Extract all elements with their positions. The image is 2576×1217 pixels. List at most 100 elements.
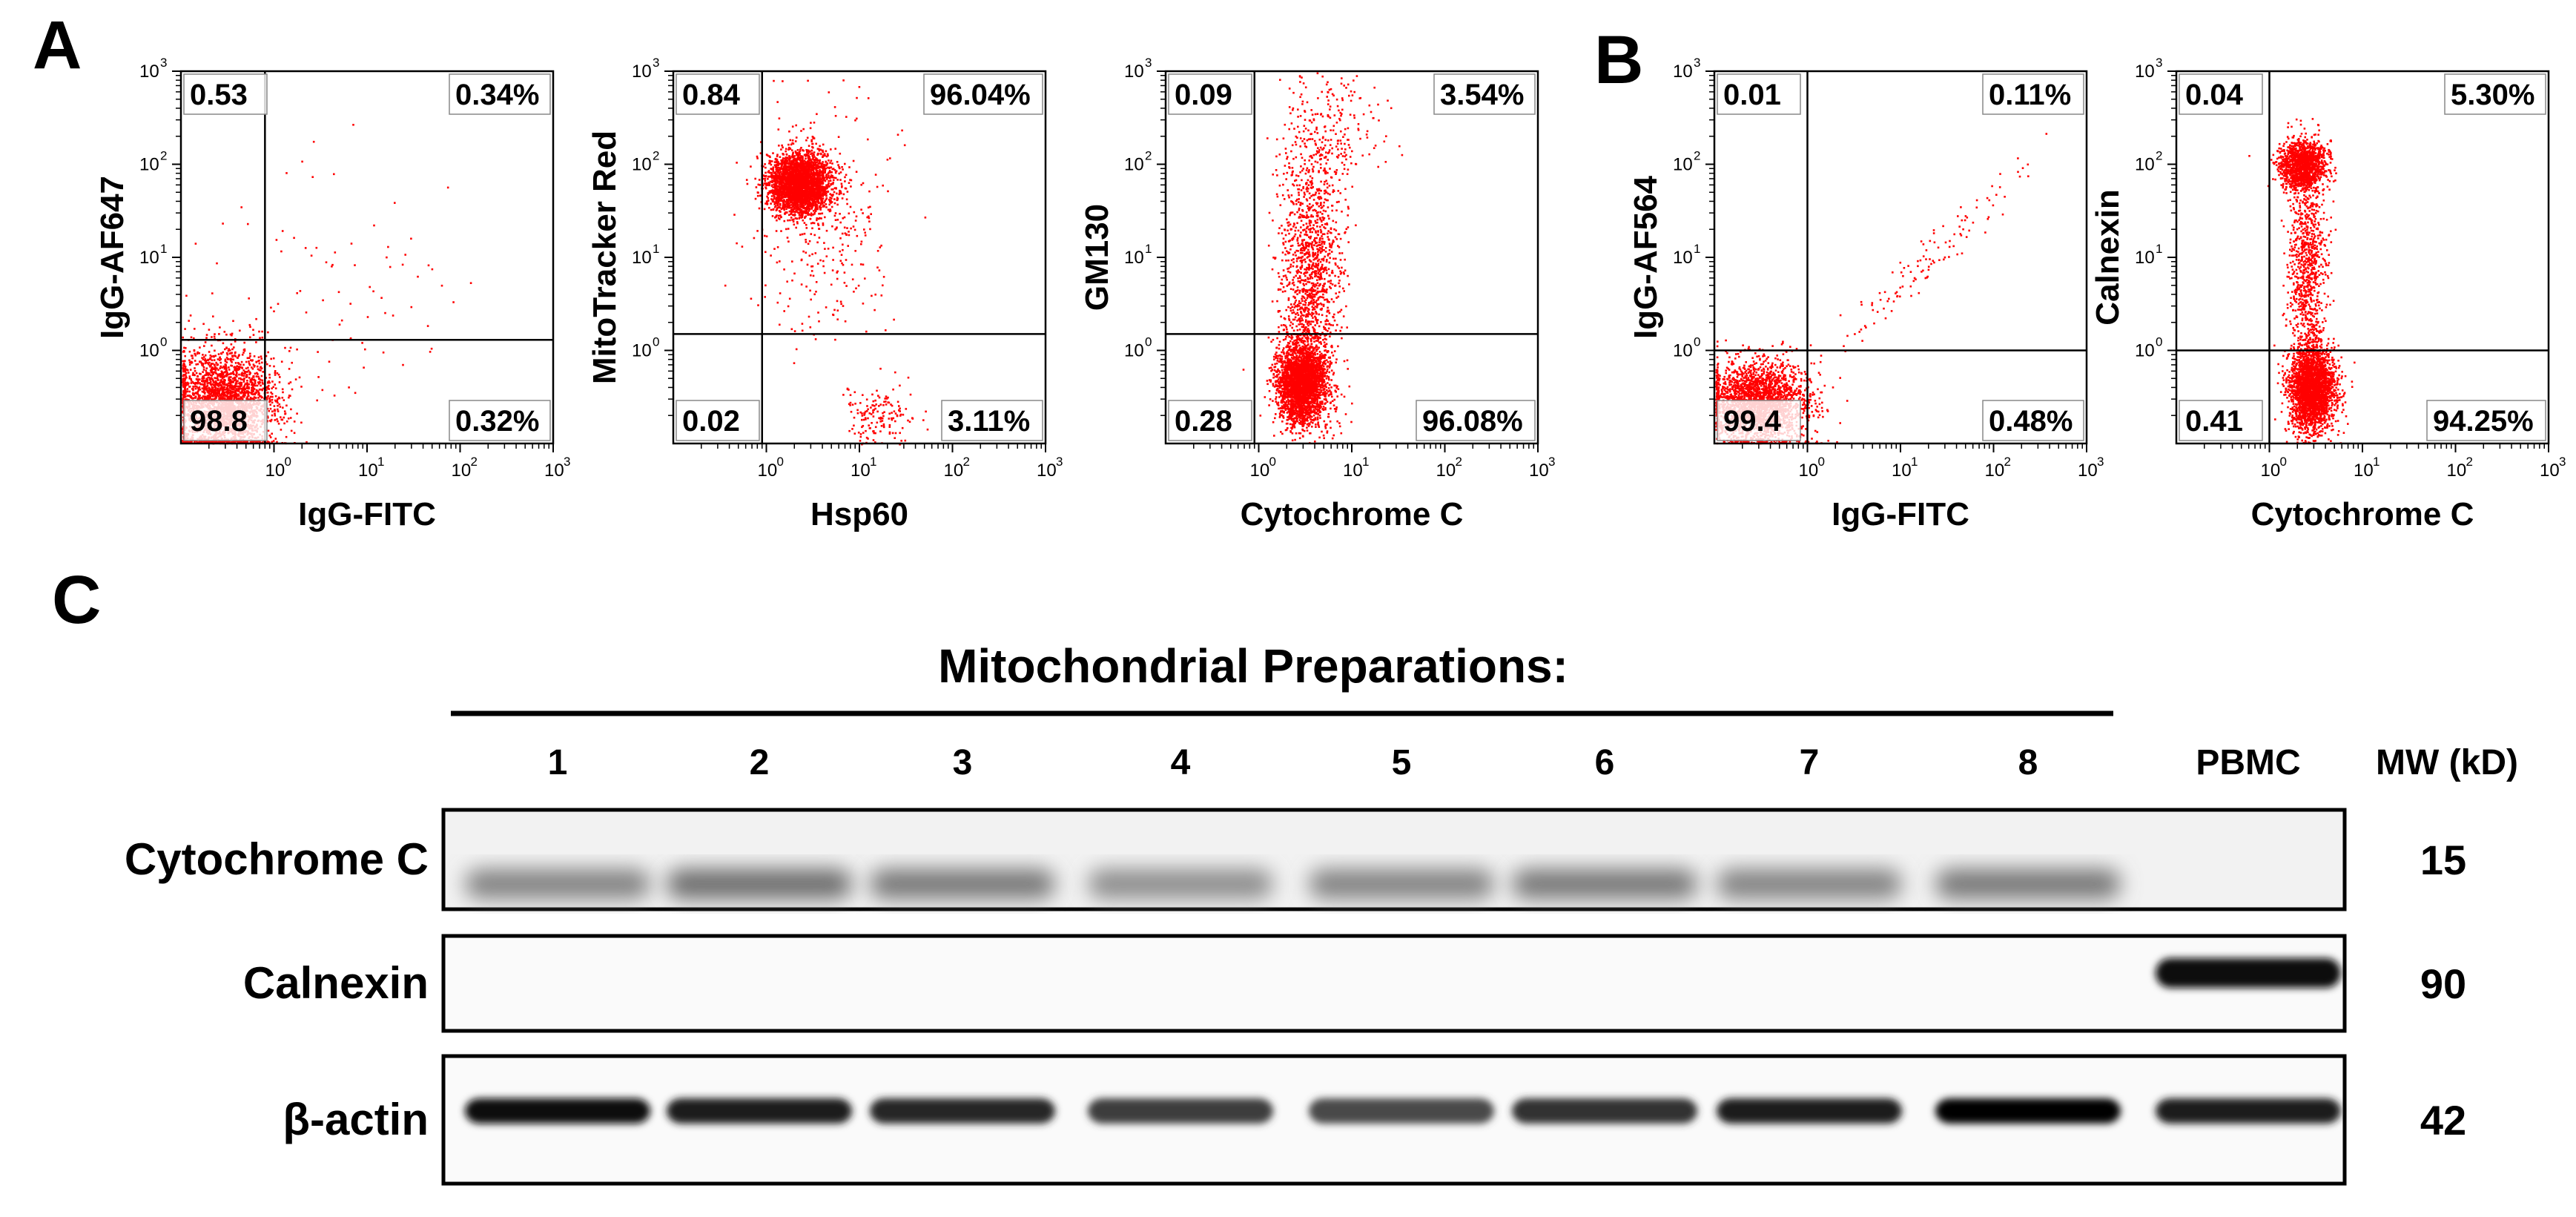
flow-plot-igg-control-a: 10 010 010 110 110 210 210 310 30.53 0.34%98.8 0.3… <box>94 56 570 532</box>
event-dot <box>785 208 787 211</box>
event-dot <box>217 392 219 395</box>
event-dot <box>808 168 810 171</box>
event-dot <box>259 395 261 398</box>
event-dot <box>266 386 269 389</box>
event-dot <box>819 165 822 168</box>
event-dot <box>268 384 270 387</box>
event-dot <box>771 181 773 183</box>
event-dot <box>185 375 187 377</box>
event-dot <box>234 392 237 395</box>
event-dot <box>203 345 205 347</box>
event-dot <box>806 168 808 171</box>
event-dot <box>793 214 796 217</box>
event-dot <box>214 368 217 371</box>
event-dot <box>802 163 805 165</box>
event-dot <box>247 394 249 396</box>
event-dot <box>818 149 821 152</box>
event-dot <box>234 395 237 398</box>
event-dot <box>248 362 251 365</box>
event-dot <box>228 398 231 400</box>
event-dot <box>828 180 830 182</box>
event-dot <box>242 393 245 395</box>
event-dot <box>822 195 825 197</box>
event-dot <box>816 207 819 210</box>
event-dot <box>213 335 216 338</box>
event-dot <box>234 367 237 369</box>
event-dot <box>208 398 211 400</box>
event-dot <box>230 393 232 395</box>
event-dot <box>192 397 195 400</box>
event-dot <box>796 208 799 211</box>
event-dot <box>267 429 270 432</box>
event-dot <box>830 174 833 177</box>
event-dot <box>733 214 736 216</box>
event-dot <box>229 372 231 375</box>
event-dot <box>267 395 269 398</box>
event-dot <box>283 416 285 419</box>
event-dot <box>182 431 185 434</box>
event-dot <box>776 172 779 174</box>
event-dot <box>224 389 226 391</box>
event-dot <box>243 385 245 387</box>
event-dot <box>259 366 262 369</box>
event-dot <box>245 441 247 443</box>
event-dot <box>205 441 208 443</box>
event-dot <box>823 163 825 166</box>
event-dot <box>811 168 814 171</box>
event-dot <box>802 189 805 192</box>
event-dot <box>248 371 251 374</box>
event-dot <box>796 204 799 207</box>
event-dot <box>841 166 843 168</box>
event-dot <box>240 363 242 366</box>
y-tick-label: 10 <box>139 155 159 175</box>
event-dot <box>764 186 767 188</box>
event-dot <box>788 179 791 181</box>
event-dot <box>829 177 831 179</box>
event-dot <box>205 360 207 363</box>
event-dot <box>242 389 245 391</box>
event-dot <box>791 219 793 221</box>
event-dot <box>252 376 255 378</box>
event-dot <box>233 373 235 375</box>
event-dot <box>294 378 297 380</box>
event-dot <box>206 362 208 364</box>
y-tick-label: 10 <box>139 341 159 361</box>
event-dot <box>808 208 811 211</box>
event-dot <box>814 162 816 164</box>
event-dot <box>369 286 371 288</box>
event-dot <box>268 380 270 383</box>
event-dot <box>210 389 212 392</box>
event-dot <box>278 403 281 406</box>
event-dot <box>794 204 797 206</box>
event-dot <box>773 197 776 199</box>
event-dot <box>230 372 233 375</box>
event-dot <box>221 371 224 374</box>
event-dot <box>809 168 812 171</box>
event-dot <box>190 380 193 382</box>
event-dot <box>223 398 226 400</box>
event-dot <box>199 398 201 400</box>
event-dot <box>805 199 808 202</box>
event-dot <box>373 224 375 227</box>
event-dot <box>196 382 199 385</box>
event-dot <box>183 380 186 382</box>
event-dot <box>227 349 230 352</box>
event-dot <box>288 350 291 352</box>
event-dot <box>767 199 770 202</box>
event-dot <box>271 414 274 417</box>
event-dot <box>219 382 221 384</box>
event-dot <box>260 367 263 369</box>
event-dot <box>245 371 248 373</box>
event-dot <box>277 398 279 400</box>
event-dot <box>195 392 197 394</box>
event-dot <box>813 199 816 202</box>
event-dot <box>778 145 780 147</box>
event-dot <box>208 364 211 367</box>
event-dot <box>261 330 263 333</box>
event-dot <box>779 171 782 174</box>
event-dot <box>209 383 212 386</box>
event-dot <box>822 167 824 170</box>
event-dot <box>363 366 365 369</box>
event-dot <box>277 396 280 399</box>
event-dot <box>797 190 800 193</box>
